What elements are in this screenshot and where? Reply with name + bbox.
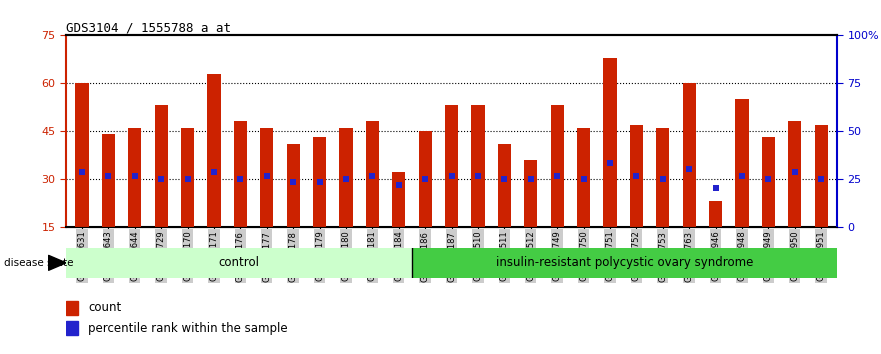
Bar [181, 128, 194, 227]
Bar [551, 105, 564, 227]
Bar [603, 58, 617, 227]
Bar [656, 128, 670, 227]
Bar [75, 83, 88, 227]
Bar [683, 83, 696, 227]
Bar [418, 131, 432, 227]
Text: disease state: disease state [4, 258, 74, 268]
Text: percentile rank within the sample: percentile rank within the sample [88, 322, 288, 335]
Polygon shape [48, 255, 66, 270]
Text: count: count [88, 301, 122, 314]
Bar [788, 121, 802, 227]
Bar [313, 137, 326, 227]
Bar [524, 160, 537, 227]
FancyBboxPatch shape [411, 248, 837, 278]
Bar [577, 128, 590, 227]
Bar [815, 125, 828, 227]
Bar [736, 99, 749, 227]
Bar [366, 121, 379, 227]
Bar [101, 134, 115, 227]
Bar [154, 105, 167, 227]
Bar [260, 128, 273, 227]
Bar [339, 128, 352, 227]
Bar [630, 125, 643, 227]
Text: insulin-resistant polycystic ovary syndrome: insulin-resistant polycystic ovary syndr… [496, 256, 753, 269]
Text: GDS3104 / 1555788_a_at: GDS3104 / 1555788_a_at [66, 21, 231, 34]
Text: control: control [218, 256, 259, 269]
Bar [445, 105, 458, 227]
Bar [233, 121, 247, 227]
Bar [392, 172, 405, 227]
Bar [762, 137, 775, 227]
Bar [471, 105, 485, 227]
Bar [286, 144, 300, 227]
Bar [498, 144, 511, 227]
Bar [66, 321, 78, 335]
Bar [709, 201, 722, 227]
Bar [207, 74, 220, 227]
FancyBboxPatch shape [66, 248, 411, 278]
Bar [66, 301, 78, 314]
Bar [128, 128, 141, 227]
